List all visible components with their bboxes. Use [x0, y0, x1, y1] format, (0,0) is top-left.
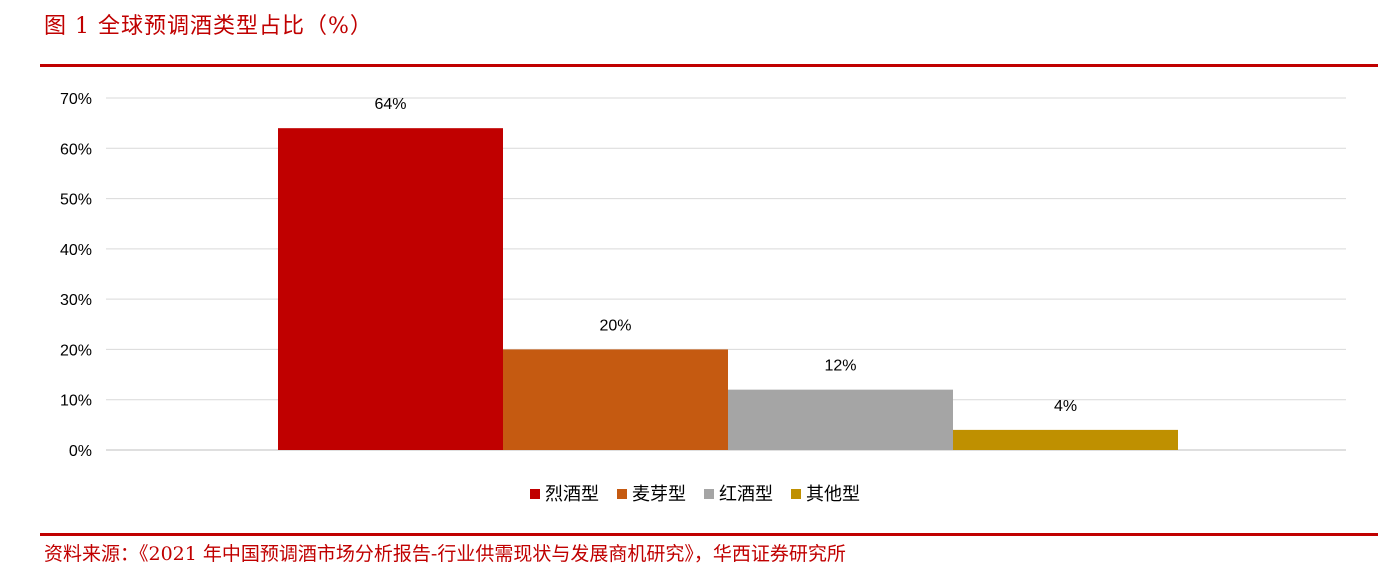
y-tick-label: 60% — [60, 141, 92, 158]
y-tick-label: 0% — [69, 443, 92, 460]
bottom-divider — [40, 533, 1378, 536]
bars — [278, 128, 1178, 450]
legend-swatch — [617, 489, 627, 499]
y-tick-label: 10% — [60, 393, 92, 410]
bar-chart: 0% 10% 20% 30% 40% 50% 60% 70% 64% 20% 12% 4% 烈酒型 麦… — [60, 91, 1346, 505]
bar-1 — [278, 128, 503, 450]
y-tick-label: 30% — [60, 292, 92, 309]
y-tick-label: 40% — [60, 242, 92, 259]
data-label: 4% — [1054, 398, 1077, 415]
legend: 烈酒型 麦芽型 红酒型 其他型 — [530, 484, 860, 505]
legend-swatch — [791, 489, 801, 499]
bar-3 — [728, 389, 953, 450]
legend-swatch — [704, 489, 714, 499]
data-label: 12% — [824, 358, 856, 375]
legend-swatch — [530, 489, 540, 499]
data-labels: 64% 20% 12% 4% — [374, 96, 1077, 415]
legend-label: 麦芽型 — [632, 484, 686, 505]
legend-label: 烈酒型 — [545, 484, 599, 505]
y-axis-ticks: 0% 10% 20% 30% 40% 50% 60% 70% — [60, 91, 92, 460]
y-tick-label: 20% — [60, 342, 92, 359]
top-divider — [40, 64, 1378, 67]
bar-2 — [503, 349, 728, 450]
y-tick-label: 50% — [60, 192, 92, 209]
chart-title: 图 1 全球预调酒类型占比（%） — [44, 14, 373, 39]
data-label: 64% — [374, 96, 406, 113]
legend-label: 其他型 — [806, 484, 860, 505]
source-note: 资料来源：《2021 年中国预调酒市场分析报告-行业供需现状与发展商机研究》，华… — [44, 543, 846, 565]
data-label: 20% — [599, 317, 631, 334]
legend-label: 红酒型 — [719, 484, 773, 505]
y-tick-label: 70% — [60, 91, 92, 108]
bar-4 — [953, 429, 1178, 450]
